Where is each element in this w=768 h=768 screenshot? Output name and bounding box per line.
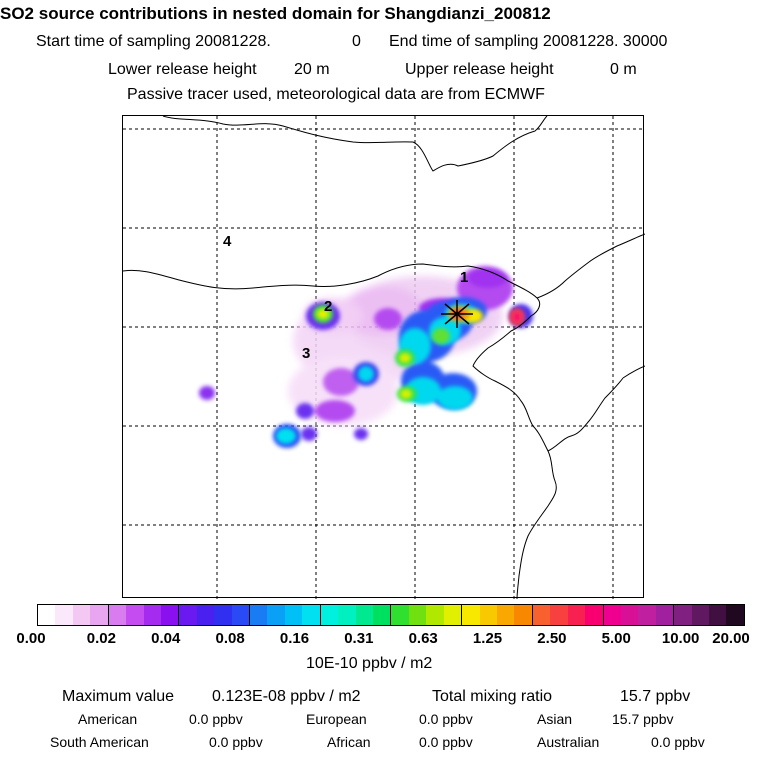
colorbar-swatch — [108, 605, 127, 625]
colorbar-tick-label: 0.08 — [215, 630, 245, 647]
colorbar-swatch — [603, 605, 621, 625]
region-label-3: 3 — [302, 345, 311, 362]
south-american-value: 0.0 ppbv — [209, 734, 263, 750]
colorbar-swatch — [462, 605, 480, 625]
colorbar-swatch — [373, 605, 392, 625]
colorbar-swatch — [691, 605, 710, 625]
release-site-star-icon — [441, 300, 473, 328]
south-american-label: South American — [50, 734, 149, 750]
colorbar-tick-label: 20.00 — [712, 630, 750, 647]
colorbar-swatch — [214, 605, 232, 625]
colorbar-swatch — [72, 605, 91, 625]
colorbar-swatch — [674, 605, 692, 625]
colorbar-swatch — [479, 605, 497, 625]
european-value: 0.0 ppbv — [419, 711, 473, 727]
colorbar-tick-label: 10.00 — [661, 630, 700, 647]
colorbar-swatch — [143, 605, 161, 625]
colorbar-swatch — [709, 605, 727, 625]
colorbar-swatch — [408, 605, 427, 625]
colorbar-swatch — [567, 605, 586, 625]
colorbar-tick-label: 0.63 — [408, 630, 438, 647]
colorbar-swatch — [38, 605, 56, 625]
colorbar-swatch — [638, 605, 656, 625]
colorbar-swatch — [391, 605, 409, 625]
colorbar-swatch — [514, 605, 533, 625]
max-value: 0.123E-08 ppbv / m2 — [212, 688, 361, 705]
colorbar-swatch — [620, 605, 639, 625]
colorbar-swatch — [267, 605, 285, 625]
colorbar-swatch — [55, 605, 73, 625]
colorbar-swatch — [338, 605, 356, 625]
colorbar-swatch — [160, 605, 180, 625]
lat-lon-grid — [123, 116, 645, 599]
american-value: 0.0 ppbv — [189, 711, 243, 727]
australian-label: Australian — [537, 734, 600, 750]
european-label: European — [306, 711, 367, 727]
colorbar-swatch — [179, 605, 197, 625]
colorbar-swatch — [355, 605, 374, 625]
coastlines — [123, 116, 645, 599]
african-value: 0.0 ppbv — [419, 734, 473, 750]
colorbar-swatch — [726, 605, 744, 625]
colorbar-swatch — [302, 605, 321, 625]
australian-value: 0.0 ppbv — [651, 734, 705, 750]
upper-height-label: Upper release height — [405, 61, 554, 78]
colorbar-swatch — [284, 605, 303, 625]
chart-title: SO2 source contributions in nested domai… — [0, 4, 551, 23]
tracer-note: Passive tracer used, meteorological data… — [127, 86, 545, 103]
total-mixing-label: Total mixing ratio — [432, 688, 553, 705]
region-label-1: 1 — [460, 269, 469, 286]
american-label: American — [78, 711, 138, 727]
colorbar-swatch — [532, 605, 551, 625]
colorbar — [37, 604, 745, 626]
asian-label: Asian — [537, 711, 573, 727]
map-canvas — [123, 116, 645, 599]
asian-value: 15.7 ppbv — [612, 711, 674, 727]
colorbar-swatch — [320, 605, 339, 625]
colorbar-swatch — [250, 605, 268, 625]
colorbar-tick-label: 0.04 — [151, 630, 181, 647]
colorbar-swatch — [496, 605, 515, 625]
total-mixing-value: 15.7 ppbv — [620, 688, 691, 705]
region-label-4: 4 — [223, 233, 232, 250]
colorbar-tick-label: 0.00 — [16, 630, 46, 647]
colorbar-swatch — [550, 605, 568, 625]
colorbar-swatch — [655, 605, 675, 625]
colorbar-swatch — [426, 605, 444, 625]
colorbar-tick-label: 2.50 — [537, 630, 567, 647]
concentration-field — [199, 266, 533, 448]
map-panel: 1 2 3 4 — [122, 115, 645, 599]
colorbar-tick-label: 0.16 — [279, 630, 310, 647]
african-label: African — [327, 734, 371, 750]
colorbar-tick-label: 5.00 — [601, 630, 631, 647]
lower-height-value: 20 m — [294, 61, 330, 78]
colorbar-swatch — [196, 605, 215, 625]
end-time-label: End time of sampling 20081228. 30000 — [389, 33, 668, 50]
colorbar-tick-label: 1.25 — [472, 630, 503, 647]
max-value-label: Maximum value — [62, 688, 175, 705]
colorbar-swatch — [585, 605, 604, 625]
colorbar-swatch — [90, 605, 109, 625]
colorbar-unit: 10E-10 ppbv / m2 — [306, 655, 433, 672]
lower-height-label: Lower release height — [108, 61, 257, 78]
start-time-label: Start time of sampling 20081228. — [36, 33, 271, 50]
colorbar-tick-label: 0.02 — [86, 630, 116, 647]
start-time-value: 0 — [352, 33, 361, 50]
upper-height-value: 0 m — [610, 61, 637, 78]
colorbar-swatch — [231, 605, 251, 625]
colorbar-swatch — [126, 605, 144, 625]
region-label-2: 2 — [324, 298, 333, 315]
colorbar-tick-label: 0.31 — [344, 630, 374, 647]
colorbar-swatch — [443, 605, 463, 625]
